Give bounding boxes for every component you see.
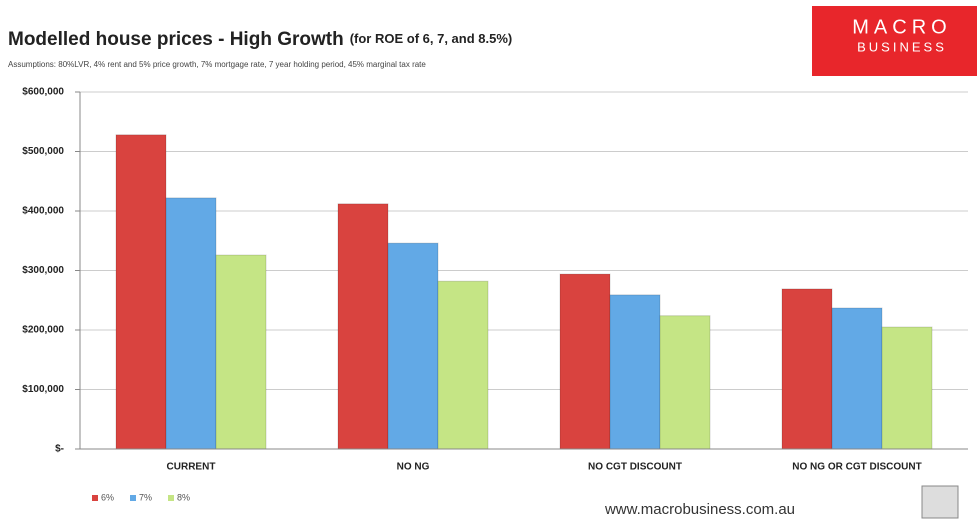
legend-swatch [168, 495, 174, 501]
legend-swatch [92, 495, 98, 501]
footer-icon [921, 485, 959, 519]
legend-label: 8% [177, 492, 190, 502]
bar [337, 203, 389, 450]
bar [387, 242, 439, 450]
bar [881, 326, 933, 450]
bar [115, 134, 167, 450]
bar [781, 288, 833, 450]
bar [215, 254, 267, 450]
bar [165, 197, 217, 450]
y-tick-label: $600,000 [22, 87, 64, 98]
chart-subtitle: Assumptions: 80%LVR, 4% rent and 5% pric… [8, 60, 426, 69]
y-tick-label: $300,000 [22, 265, 64, 276]
bar [437, 280, 489, 450]
y-tick-label: $400,000 [22, 206, 64, 217]
bar [831, 307, 883, 450]
title-main: Modelled house prices - High Growth [8, 29, 344, 50]
bar [659, 315, 711, 450]
x-tick-label: CURRENT [167, 462, 216, 473]
footer-url: www.macrobusiness.com.au [604, 501, 795, 518]
x-tick-label: NO NG OR CGT DISCOUNT [792, 462, 921, 473]
legend-swatch [130, 495, 136, 501]
logo-box [812, 6, 977, 76]
y-tick-label: $- [55, 444, 64, 455]
y-tick-label: $200,000 [22, 325, 64, 336]
logo-text: BUSINESS [857, 39, 947, 54]
bar [609, 294, 661, 450]
logo-text: MACRO [852, 16, 951, 38]
y-tick-label: $100,000 [22, 384, 64, 395]
legend-label: 6% [101, 492, 114, 502]
x-tick-label: NO NG [397, 462, 430, 473]
x-tick-label: NO CGT DISCOUNT [588, 462, 682, 473]
title-note: (for ROE of 6, 7, and 8.5%) [350, 31, 513, 46]
bar [559, 273, 611, 450]
chart-title: Modelled house prices - High Growth (for … [8, 29, 512, 50]
legend-label: 7% [139, 492, 152, 502]
y-tick-label: $500,000 [22, 146, 64, 157]
